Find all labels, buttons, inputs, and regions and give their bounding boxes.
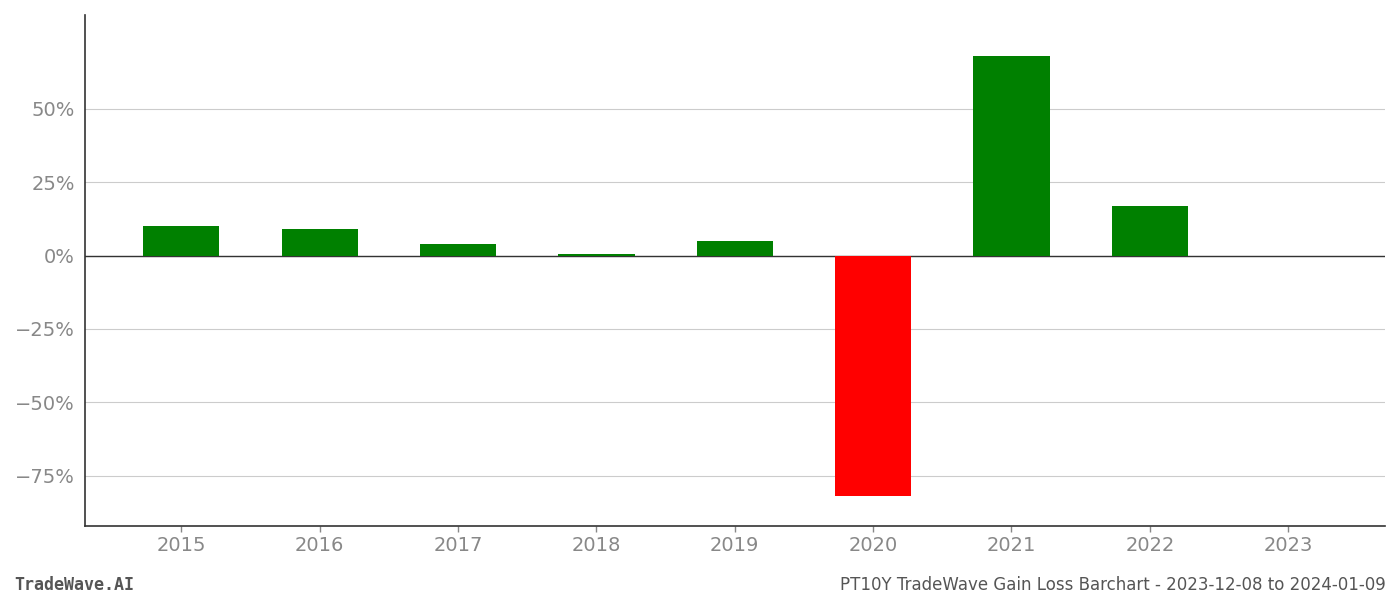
Bar [559, 254, 634, 256]
Text: PT10Y TradeWave Gain Loss Barchart - 2023-12-08 to 2024-01-09: PT10Y TradeWave Gain Loss Barchart - 202… [840, 576, 1386, 594]
Bar [281, 229, 358, 256]
Bar [834, 256, 911, 496]
Bar [420, 244, 496, 256]
Bar [697, 241, 773, 256]
Bar [973, 56, 1050, 256]
Bar [143, 226, 220, 256]
Bar [1112, 206, 1187, 256]
Text: TradeWave.AI: TradeWave.AI [14, 576, 134, 594]
